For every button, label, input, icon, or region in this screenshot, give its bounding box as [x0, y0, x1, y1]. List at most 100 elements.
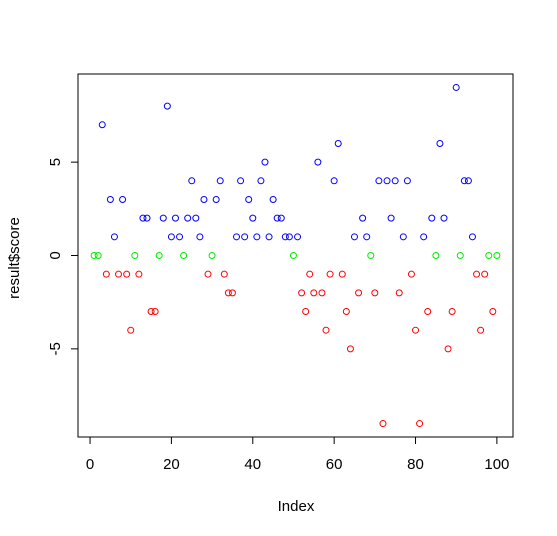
point [322, 326, 330, 334]
point [346, 345, 354, 353]
point [127, 326, 135, 334]
point [245, 195, 253, 203]
point [269, 195, 277, 203]
point [342, 308, 350, 316]
point [420, 233, 428, 241]
point [363, 233, 371, 241]
point [477, 326, 485, 334]
point [314, 158, 322, 166]
x-axis-label: Index [278, 498, 315, 515]
point [106, 195, 114, 203]
point [220, 270, 228, 278]
x-tick-label: 40 [244, 456, 261, 473]
point [468, 233, 476, 241]
point [359, 214, 367, 222]
point [155, 252, 163, 259]
point [163, 102, 171, 110]
point [110, 233, 118, 241]
y-tick-label: 5 [47, 158, 64, 166]
point [448, 308, 456, 316]
point [464, 177, 472, 185]
point [115, 270, 123, 278]
point [432, 252, 440, 259]
point [367, 252, 375, 259]
point [253, 233, 261, 241]
point [375, 177, 383, 185]
point [151, 308, 159, 316]
point [334, 139, 342, 147]
point [147, 308, 155, 316]
point [176, 233, 184, 241]
point [403, 177, 411, 185]
y-tick-label: 0 [47, 251, 64, 259]
point [123, 270, 131, 278]
point [180, 252, 188, 259]
point [485, 252, 493, 259]
point [350, 233, 358, 241]
point [131, 252, 139, 259]
point [192, 214, 200, 222]
point [407, 270, 415, 278]
point [383, 177, 391, 185]
point [436, 139, 444, 147]
point [200, 195, 208, 203]
point [424, 308, 432, 316]
x-tick-label: 100 [484, 456, 509, 473]
point [395, 289, 403, 297]
x-tick-label: 20 [163, 456, 180, 473]
point [456, 252, 464, 259]
point [428, 214, 436, 222]
y-axis-label: result$score [6, 217, 23, 299]
point [90, 252, 98, 259]
point [241, 233, 249, 241]
point [257, 177, 265, 185]
point [460, 177, 468, 185]
point [212, 195, 220, 203]
point [281, 233, 289, 241]
x-tick-label: 80 [407, 456, 424, 473]
plot-box [77, 73, 514, 438]
point [355, 289, 363, 297]
point [310, 289, 318, 297]
point [326, 270, 334, 278]
point [277, 214, 285, 222]
point [102, 270, 110, 278]
point [233, 233, 241, 241]
point [379, 420, 387, 428]
point [249, 214, 257, 222]
point [387, 214, 395, 222]
point [391, 177, 399, 185]
point [452, 83, 460, 91]
point [139, 214, 147, 222]
point [167, 233, 175, 241]
y-tick-label: -5 [47, 342, 64, 355]
point [159, 214, 167, 222]
point [289, 252, 297, 259]
point [444, 345, 452, 353]
point [330, 177, 338, 185]
point [196, 233, 204, 241]
point [489, 308, 497, 316]
point [371, 289, 379, 297]
point [98, 121, 106, 129]
point [302, 308, 310, 316]
point [265, 233, 273, 241]
point [208, 252, 216, 259]
point [318, 289, 326, 297]
point [216, 177, 224, 185]
point [237, 177, 245, 185]
point [473, 270, 481, 278]
point [184, 214, 192, 222]
point [416, 420, 424, 428]
point [298, 289, 306, 297]
point [273, 214, 281, 222]
point [412, 326, 420, 334]
point [285, 233, 293, 241]
point [171, 214, 179, 222]
point [94, 252, 102, 259]
point [188, 177, 196, 185]
x-tick-label: 0 [86, 456, 94, 473]
point [119, 195, 127, 203]
